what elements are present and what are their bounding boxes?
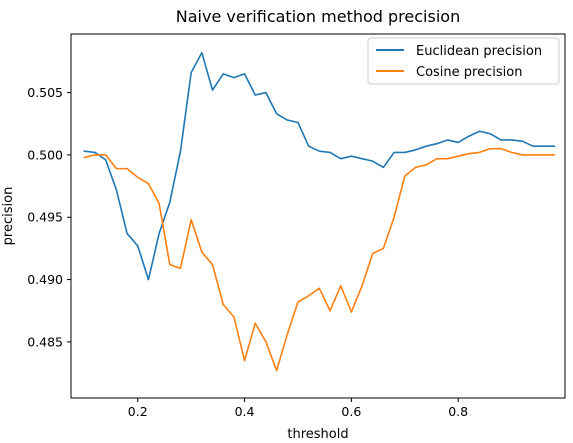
plot-frame bbox=[70, 33, 566, 399]
x-tick-label: 0.2 bbox=[128, 404, 148, 419]
y-tick-label: 0.500 bbox=[27, 147, 63, 162]
legend-label-cosine: Cosine precision bbox=[416, 65, 522, 80]
x-tick-label: 0.6 bbox=[341, 404, 361, 419]
y-tick-label: 0.490 bbox=[27, 272, 63, 287]
legend-box bbox=[367, 37, 560, 85]
y-tick-label: 0.505 bbox=[27, 85, 63, 100]
x-axis-label: threshold bbox=[287, 427, 348, 442]
series-line-cosine bbox=[83, 147, 556, 372]
y-tick-label: 0.485 bbox=[27, 334, 63, 349]
x-tick-label: 0.4 bbox=[235, 404, 255, 419]
y-axis-ticks: 0.485 0.490 0.495 0.500 0.505 bbox=[27, 85, 71, 349]
y-axis-label: precision bbox=[1, 187, 16, 246]
legend: Euclidean precision Cosine precision bbox=[367, 37, 560, 85]
x-axis-ticks: 0.2 0.4 0.6 0.8 bbox=[128, 398, 468, 419]
y-tick-label: 0.495 bbox=[27, 210, 63, 225]
legend-label-euclidean: Euclidean precision bbox=[416, 44, 542, 59]
plot-lines bbox=[83, 51, 556, 372]
x-tick-label: 0.8 bbox=[448, 404, 468, 419]
series-line-euclidean bbox=[83, 51, 556, 281]
chart-title: Naive verification method precision bbox=[176, 7, 460, 26]
